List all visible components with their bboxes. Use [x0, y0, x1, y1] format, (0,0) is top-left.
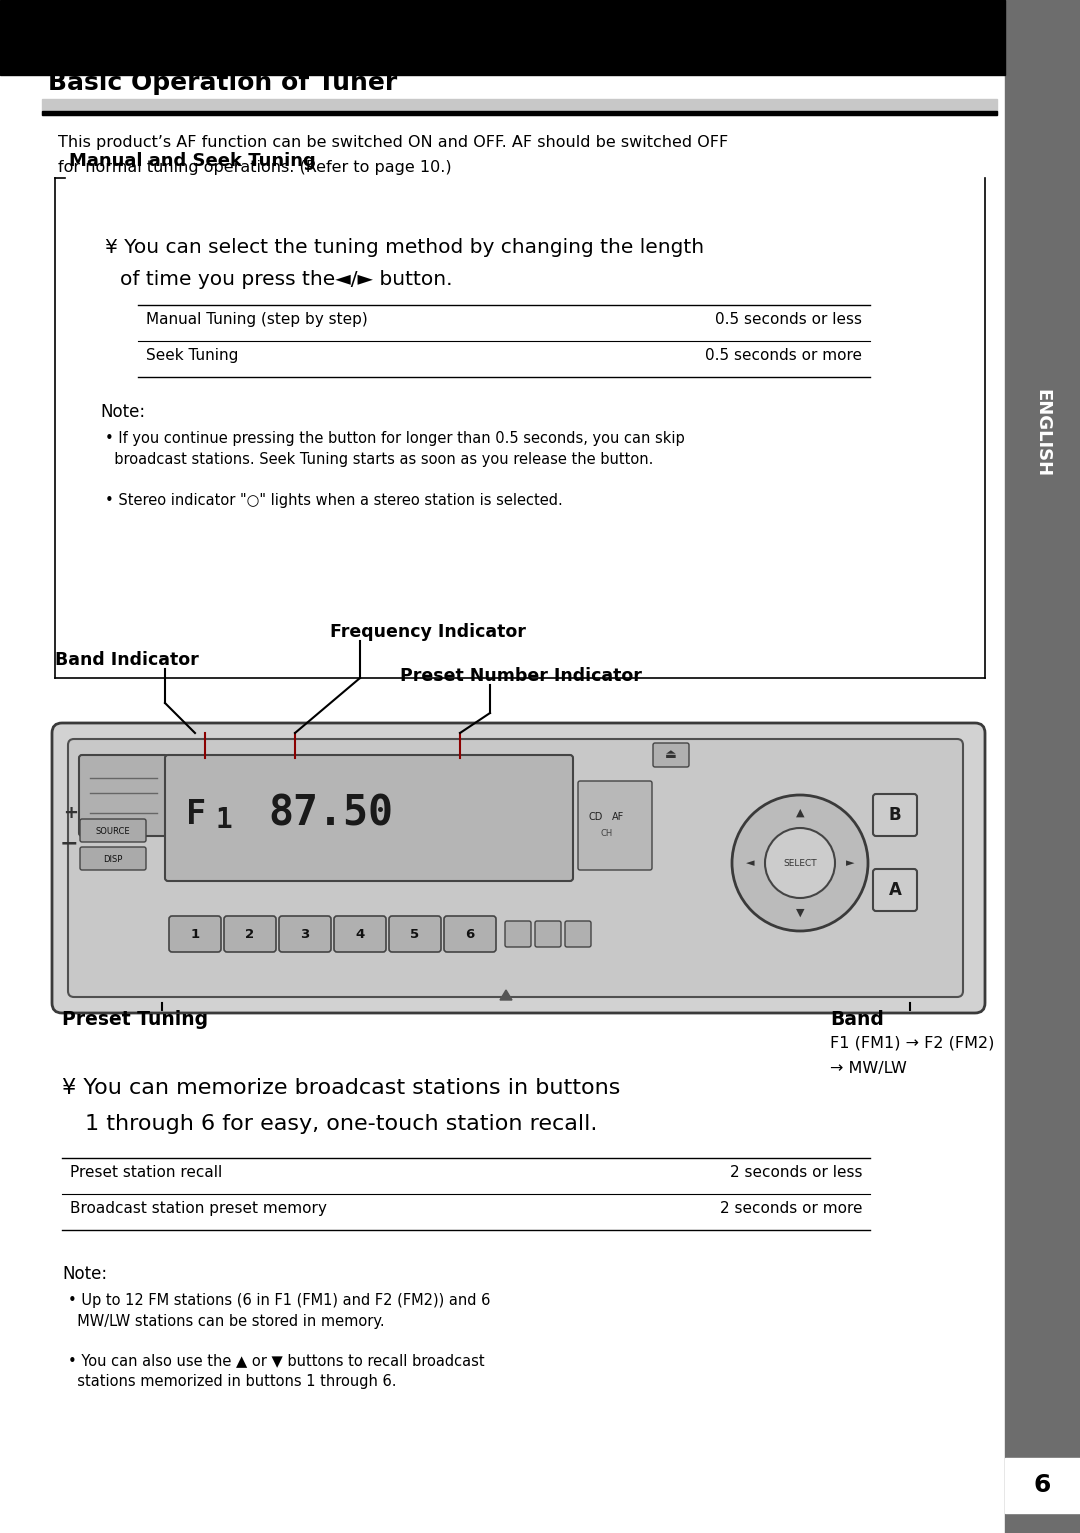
FancyBboxPatch shape — [653, 744, 689, 766]
Text: 2 seconds or more: 2 seconds or more — [719, 1200, 862, 1216]
Text: This product’s AF function can be switched ON and OFF. AF should be switched OFF: This product’s AF function can be switch… — [58, 135, 728, 150]
FancyBboxPatch shape — [565, 921, 591, 947]
Text: ¥ You can memorize broadcast stations in buttons: ¥ You can memorize broadcast stations in… — [62, 1078, 620, 1098]
Text: Band: Band — [831, 1010, 883, 1029]
Text: Preset station recall: Preset station recall — [70, 1165, 222, 1180]
Text: 0.5 seconds or more: 0.5 seconds or more — [705, 348, 862, 363]
Text: 1: 1 — [216, 806, 233, 834]
Text: ▲: ▲ — [796, 808, 805, 819]
Text: • Up to 12 FM stations (6 in F1 (FM1) and F2 (FM2)) and 6
  MW/LW stations can b: • Up to 12 FM stations (6 in F1 (FM1) an… — [68, 1292, 490, 1329]
FancyBboxPatch shape — [68, 739, 963, 996]
FancyBboxPatch shape — [535, 921, 561, 947]
Text: 2 seconds or less: 2 seconds or less — [729, 1165, 862, 1180]
Text: Preset Number Indicator: Preset Number Indicator — [400, 667, 642, 685]
Text: Basic Operation of Tuner: Basic Operation of Tuner — [48, 71, 397, 95]
Text: 4: 4 — [355, 927, 365, 941]
Text: for normal tuning operations. (Refer to page 10.): for normal tuning operations. (Refer to … — [58, 159, 451, 175]
Polygon shape — [500, 990, 512, 1000]
Text: F1 (FM1) → F2 (FM2): F1 (FM1) → F2 (FM2) — [831, 1035, 995, 1050]
Text: CD: CD — [589, 812, 604, 823]
Text: ►: ► — [846, 858, 854, 868]
FancyBboxPatch shape — [578, 780, 652, 871]
FancyBboxPatch shape — [165, 754, 573, 881]
Text: Note:: Note: — [100, 403, 145, 422]
FancyBboxPatch shape — [224, 917, 276, 952]
Text: Broadcast station preset memory: Broadcast station preset memory — [70, 1200, 327, 1216]
Text: 0.5 seconds or less: 0.5 seconds or less — [715, 313, 862, 327]
FancyBboxPatch shape — [389, 917, 441, 952]
FancyBboxPatch shape — [505, 921, 531, 947]
FancyBboxPatch shape — [79, 754, 168, 835]
FancyBboxPatch shape — [52, 724, 985, 1013]
Text: 1 through 6 for easy, one-touch station recall.: 1 through 6 for easy, one-touch station … — [85, 1114, 597, 1134]
Text: Band Indicator: Band Indicator — [55, 652, 199, 668]
Text: 87.50: 87.50 — [268, 793, 393, 835]
Text: • Stereo indicator "○" lights when a stereo station is selected.: • Stereo indicator "○" lights when a ste… — [105, 494, 563, 507]
Text: 6: 6 — [465, 927, 474, 941]
Text: Frequency Indicator: Frequency Indicator — [330, 622, 526, 641]
FancyBboxPatch shape — [279, 917, 330, 952]
Text: Preset Tuning: Preset Tuning — [62, 1010, 208, 1029]
Text: 6: 6 — [1034, 1473, 1051, 1498]
Text: ENGLISH: ENGLISH — [1032, 389, 1051, 477]
Text: 5: 5 — [410, 927, 419, 941]
Text: 3: 3 — [300, 927, 310, 941]
FancyBboxPatch shape — [873, 869, 917, 911]
Text: ¥ You can select the tuning method by changing the length: ¥ You can select the tuning method by ch… — [105, 238, 704, 258]
Text: → MW/LW: → MW/LW — [831, 1061, 907, 1076]
Text: 2: 2 — [245, 927, 255, 941]
Bar — [1005, 0, 1080, 1533]
Text: Seek Tuning: Seek Tuning — [146, 348, 239, 363]
Text: 1: 1 — [190, 927, 200, 941]
Bar — [1005, 1458, 1080, 1513]
Bar — [42, 100, 997, 115]
FancyBboxPatch shape — [80, 819, 146, 842]
Text: SELECT: SELECT — [783, 858, 816, 868]
Text: • If you continue pressing the button for longer than 0.5 seconds, you can skip
: • If you continue pressing the button fo… — [105, 431, 685, 468]
FancyBboxPatch shape — [80, 848, 146, 871]
Text: ▼: ▼ — [796, 908, 805, 918]
Circle shape — [765, 828, 835, 898]
Text: AF: AF — [612, 812, 624, 823]
Bar — [0, 0, 1005, 75]
Text: ⏏: ⏏ — [665, 748, 677, 762]
Text: Note:: Note: — [62, 1265, 107, 1283]
FancyBboxPatch shape — [873, 794, 917, 835]
Text: F: F — [186, 797, 206, 831]
Circle shape — [732, 796, 868, 931]
Text: ◄: ◄ — [746, 858, 754, 868]
Text: DISP: DISP — [104, 854, 123, 863]
FancyBboxPatch shape — [334, 917, 386, 952]
Text: −: − — [59, 832, 78, 852]
FancyBboxPatch shape — [168, 917, 221, 952]
Text: +: + — [63, 803, 78, 822]
FancyBboxPatch shape — [444, 917, 496, 952]
Text: CH: CH — [600, 829, 613, 839]
Text: of time you press the◄/► button.: of time you press the◄/► button. — [120, 270, 453, 290]
Text: B: B — [889, 806, 902, 825]
Text: SOURCE: SOURCE — [96, 826, 131, 835]
Bar — [42, 110, 997, 115]
Text: • You can also use the ▲ or ▼ buttons to recall broadcast
  stations memorized i: • You can also use the ▲ or ▼ buttons to… — [68, 1354, 485, 1389]
Text: Manual Tuning (step by step): Manual Tuning (step by step) — [146, 313, 368, 327]
Text: A: A — [889, 881, 902, 898]
Text: Manual and Seek Tuning: Manual and Seek Tuning — [69, 152, 315, 170]
